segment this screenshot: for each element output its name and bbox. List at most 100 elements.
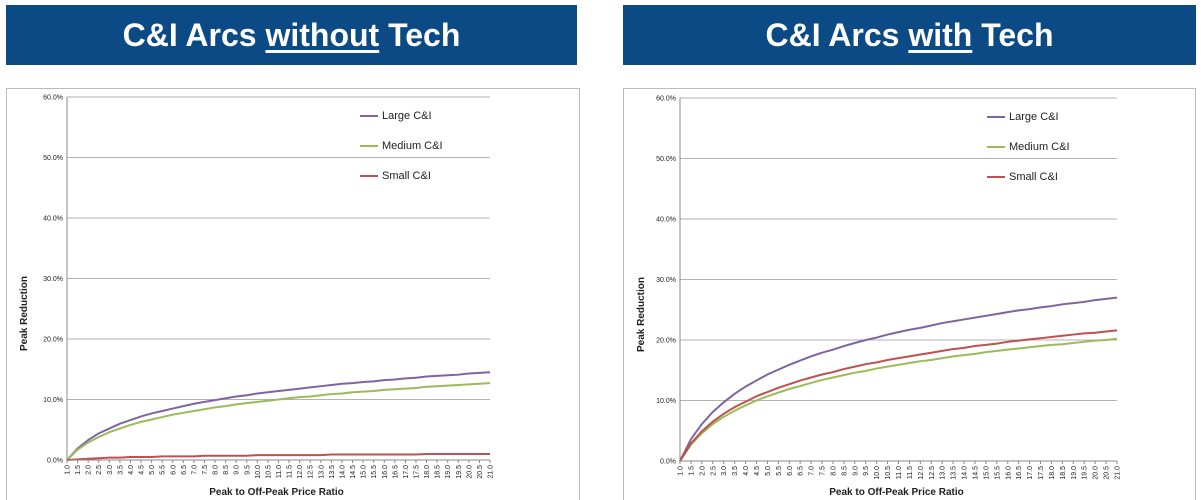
x-tick-label: 6.0 (787, 466, 794, 476)
y-tick-label: 40.0% (656, 217, 676, 224)
x-tick-label: 6.0 (170, 465, 177, 475)
x-tick-label: 11.0 (276, 465, 283, 478)
x-tick-label: 1.0 (678, 466, 685, 476)
header-emphasis: without (265, 17, 380, 53)
y-tick-label: 10.0% (43, 397, 63, 404)
x-tick-label: 1.0 (65, 465, 72, 475)
x-tick-label: 16.0 (382, 465, 389, 479)
panel-header: C&I Arcs with Tech (623, 5, 1196, 65)
panel-header: C&I Arcs without Tech (6, 5, 577, 65)
x-tick-label: 16.5 (1016, 466, 1023, 480)
y-tick-label: 20.0% (656, 338, 676, 345)
x-tick-label: 14.5 (350, 465, 357, 479)
x-tick-label: 16.0 (1005, 466, 1012, 480)
x-tick-label: 18.0 (424, 465, 431, 479)
x-tick-label: 13.5 (329, 465, 336, 479)
x-tick-label: 3.5 (732, 466, 739, 476)
x-tick-label: 4.5 (754, 466, 761, 476)
x-tick-label: 5.5 (160, 465, 167, 475)
x-tick-label: 19.5 (456, 465, 463, 479)
series-line (679, 337, 1118, 462)
series-line (679, 329, 1118, 462)
legend-label: Small C&I (382, 170, 431, 182)
x-tick-label: 17.5 (1038, 466, 1045, 480)
x-tick-label: 14.0 (339, 465, 346, 479)
y-tick-label: 10.0% (656, 398, 676, 405)
x-tick-label: 17.0 (1027, 466, 1034, 480)
x-tick-label: 10.0 (255, 465, 262, 479)
x-tick-label: 19.0 (1071, 466, 1078, 480)
x-tick-label: 5.0 (149, 465, 156, 475)
x-tick-label: 9.5 (863, 466, 870, 476)
x-tick-label: 3.5 (117, 465, 124, 475)
x-tick-label: 15.0 (361, 465, 368, 479)
y-tick-label: 0.0% (660, 459, 676, 466)
y-tick-label: 50.0% (43, 155, 63, 162)
header-text: Tech (379, 17, 461, 53)
header-text: Tech (972, 17, 1054, 53)
x-tick-label: 17.5 (413, 465, 420, 479)
x-tick-label: 6.5 (181, 465, 188, 475)
x-tick-label: 3.0 (107, 465, 114, 475)
header-text: C&I Arcs (122, 17, 266, 53)
series-line (679, 296, 1118, 462)
x-tick-label: 11.5 (287, 465, 294, 478)
chart-frame (6, 88, 580, 500)
legend-label: Large C&I (1009, 111, 1059, 123)
y-tick-label: 60.0% (656, 96, 676, 103)
x-tick-label: 17.0 (403, 465, 410, 479)
x-tick-label: 14.5 (972, 466, 979, 480)
legend-label: Medium C&I (1009, 141, 1070, 153)
x-tick-label: 6.5 (798, 466, 805, 476)
x-tick-label: 18.0 (1049, 466, 1056, 480)
x-tick-label: 11.0 (896, 466, 903, 479)
x-tick-label: 7.5 (202, 465, 209, 475)
y-tick-label: 40.0% (43, 216, 63, 223)
x-tick-label: 2.5 (96, 465, 103, 475)
y-axis-label: Peak Reduction (636, 277, 647, 352)
x-tick-label: 2.5 (710, 466, 717, 476)
x-tick-label: 20.5 (1104, 466, 1111, 480)
y-tick-label: 30.0% (43, 276, 63, 283)
x-tick-label: 10.5 (265, 465, 272, 479)
x-tick-label: 3.0 (721, 466, 728, 476)
y-tick-label: 60.0% (43, 95, 63, 102)
x-tick-label: 5.0 (765, 466, 772, 476)
header-text: C&I Arcs (765, 17, 909, 53)
x-tick-label: 9.0 (852, 466, 859, 476)
x-tick-label: 15.5 (371, 465, 378, 479)
x-tick-label: 18.5 (435, 465, 442, 479)
legend-label: Large C&I (382, 110, 432, 122)
x-tick-label: 11.5 (907, 466, 914, 479)
x-tick-label: 12.0 (918, 466, 925, 480)
y-tick-label: 20.0% (43, 337, 63, 344)
y-tick-label: 50.0% (656, 156, 676, 163)
chart-frame (623, 88, 1196, 500)
x-tick-label: 10.5 (885, 466, 892, 480)
x-tick-label: 4.0 (743, 466, 750, 476)
x-tick-label: 8.5 (223, 465, 230, 475)
legend-label: Medium C&I (382, 140, 443, 152)
series-line (66, 382, 491, 461)
x-tick-label: 7.0 (191, 465, 198, 475)
x-tick-label: 1.5 (75, 465, 82, 475)
x-tick-label: 8.0 (830, 466, 837, 476)
header-emphasis: with (908, 17, 973, 53)
y-axis-label: Peak Reduction (19, 276, 30, 351)
x-tick-label: 4.5 (139, 465, 146, 475)
x-tick-label: 15.5 (994, 466, 1001, 480)
x-tick-label: 21.0 (1115, 466, 1122, 480)
legend-label: Small C&I (1009, 171, 1058, 183)
x-tick-label: 13.0 (318, 465, 325, 479)
x-tick-label: 20.5 (477, 465, 484, 479)
x-tick-label: 18.5 (1060, 466, 1067, 480)
x-tick-label: 13.5 (951, 466, 958, 480)
series-line (66, 371, 491, 461)
x-tick-label: 20.0 (466, 465, 473, 479)
x-axis-label: Peak to Off-Peak Price Ratio (829, 487, 964, 498)
x-tick-label: 2.0 (86, 465, 93, 475)
x-tick-label: 8.5 (841, 466, 848, 476)
x-tick-label: 20.0 (1093, 466, 1100, 480)
x-tick-label: 1.5 (688, 466, 695, 476)
